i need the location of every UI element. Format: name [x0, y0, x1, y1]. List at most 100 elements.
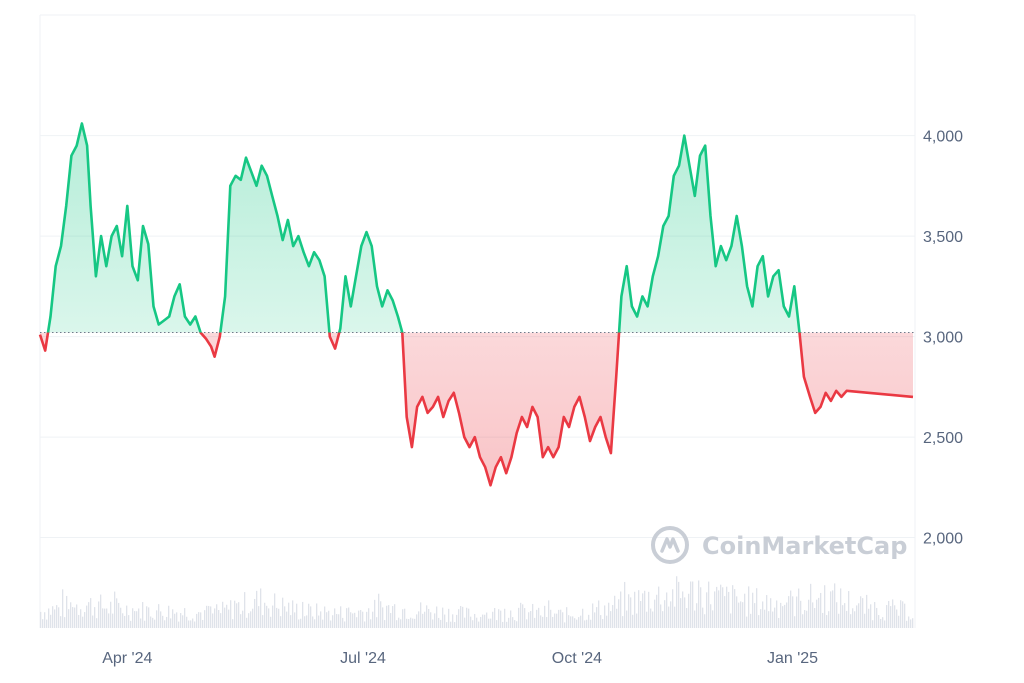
volume-bar: [144, 620, 146, 628]
volume-bar: [382, 607, 384, 628]
x-tick-label: Jul '24: [340, 650, 386, 667]
volume-bar: [554, 613, 556, 628]
volume-bar: [536, 609, 538, 628]
volume-bar: [896, 609, 898, 628]
volume-bar: [898, 615, 900, 628]
volume-bar: [164, 620, 166, 628]
volume-bar: [654, 599, 656, 628]
volume-bar: [406, 618, 408, 628]
volume-bar: [436, 606, 438, 628]
volume-bar: [478, 621, 480, 628]
volume-bar: [642, 593, 644, 628]
volume-bar: [272, 605, 274, 628]
volume-bar: [444, 614, 446, 628]
volume-bar: [498, 609, 500, 628]
volume-bar: [634, 591, 636, 628]
volume-bar: [314, 619, 316, 628]
volume-bar: [564, 622, 566, 628]
volume-bar: [784, 604, 786, 628]
volume-bar: [516, 621, 518, 628]
volume-bar: [558, 609, 560, 628]
volume-bar: [748, 586, 750, 628]
price-area: [40, 123, 913, 486]
volume-bar: [772, 611, 774, 628]
volume-bar: [766, 595, 768, 628]
watermark-text: CoinMarketCap: [702, 532, 907, 560]
volume-bar: [240, 614, 242, 628]
volume-bar: [578, 617, 580, 628]
volume-bar: [866, 594, 868, 628]
volume-bar: [396, 620, 398, 628]
volume-bar: [910, 619, 912, 628]
volume-bar: [220, 613, 222, 628]
volume-bar: [502, 621, 504, 628]
volume-bar: [68, 609, 70, 628]
volume-bar: [246, 617, 248, 628]
volume-bar: [140, 618, 142, 628]
volume-bar: [838, 613, 840, 628]
volume-bar: [216, 604, 218, 628]
volume-bar: [508, 617, 510, 628]
volume-bar: [438, 617, 440, 628]
volume-bar: [418, 611, 420, 628]
volume-bar: [46, 619, 48, 628]
volume-bar: [312, 616, 314, 628]
volume-bar: [470, 616, 472, 628]
volume-bar: [210, 606, 212, 628]
volume-bar: [800, 600, 802, 628]
price-line: [38, 122, 914, 487]
volume-bar: [810, 583, 812, 628]
volume-bar: [822, 612, 824, 628]
volume-bar: [214, 608, 216, 628]
volume-bar: [684, 597, 686, 628]
volume-bar: [486, 612, 488, 628]
volume-bar: [244, 592, 246, 628]
volume-bar: [432, 619, 434, 628]
volume-bar: [734, 589, 736, 628]
volume-bar: [416, 614, 418, 628]
volume-bar: [344, 621, 346, 628]
volume-bar: [858, 603, 860, 628]
x-tick-label: Oct '24: [552, 650, 602, 667]
volume-bar: [794, 616, 796, 628]
volume-bar: [888, 600, 890, 628]
volume-bar: [458, 609, 460, 628]
volume-bar: [338, 614, 340, 628]
volume-bar: [468, 608, 470, 628]
volume-bar: [86, 605, 88, 628]
volume-bar: [854, 611, 856, 628]
volume-bar: [452, 614, 454, 628]
volume-bar: [402, 609, 404, 628]
volume-bar: [180, 613, 182, 628]
volume-bar: [42, 619, 44, 628]
volume-bar: [388, 605, 390, 628]
volume-bar: [484, 614, 486, 628]
volume-bar: [462, 606, 464, 628]
volume-bar: [256, 590, 258, 628]
volume-bar: [636, 613, 638, 628]
volume-bar: [552, 616, 554, 628]
volume-bar: [346, 608, 348, 628]
volume-bar: [192, 618, 194, 628]
y-tick-label: 2,500: [923, 430, 963, 447]
volume-bar: [782, 606, 784, 628]
volume-bar: [170, 618, 172, 628]
volume-bar: [324, 606, 326, 628]
price-line-down: [38, 332, 914, 487]
volume-bar: [774, 607, 776, 628]
volume-bar: [410, 617, 412, 628]
volume-bar: [446, 622, 448, 628]
volume-bar: [378, 593, 380, 628]
volume-bar: [764, 609, 766, 628]
volume-bar: [670, 601, 672, 628]
volume-bar: [472, 620, 474, 628]
volume-bar: [326, 612, 328, 628]
volume-bar: [912, 618, 914, 628]
volume-bar: [836, 602, 838, 628]
volume-bar: [674, 606, 676, 628]
volume-bar: [310, 606, 312, 628]
volume-bar: [886, 605, 888, 628]
volume-bar: [618, 599, 620, 628]
volume-bar: [690, 581, 692, 628]
